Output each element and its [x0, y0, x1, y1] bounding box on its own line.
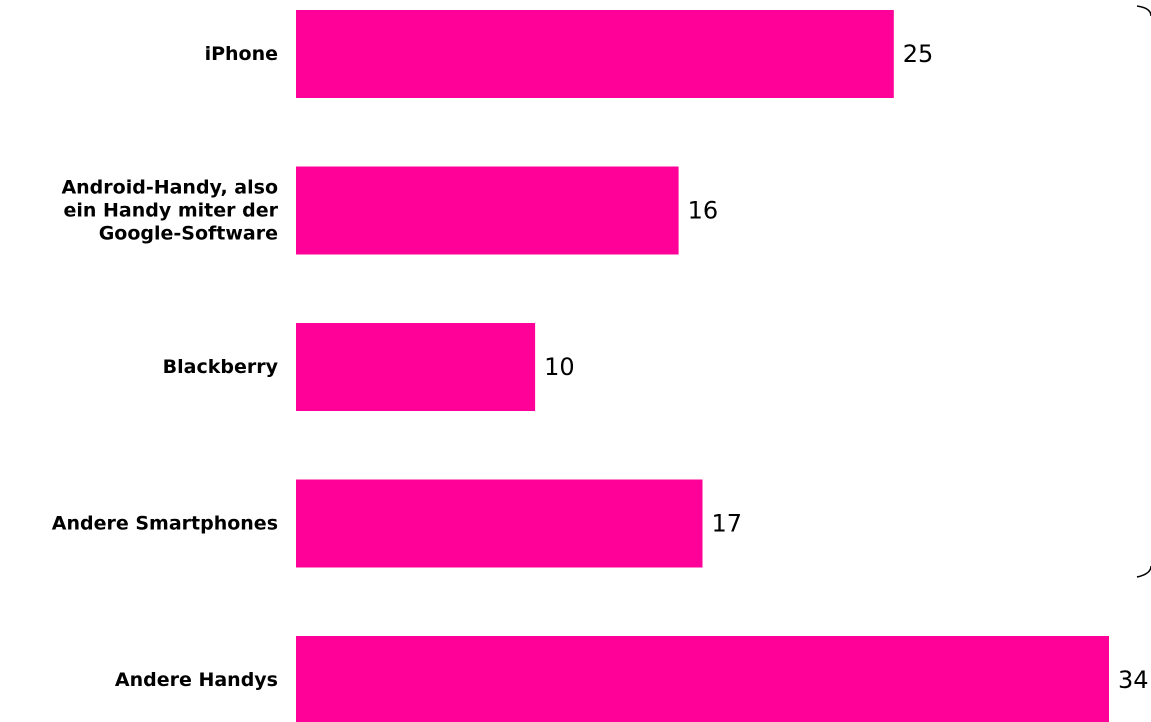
- bars-group: [296, 10, 1109, 722]
- value-label: 25: [903, 40, 934, 68]
- category-label-line: iPhone: [205, 43, 278, 65]
- group-bracket: [1136, 5, 1151, 578]
- value-labels-group: 25 16 10 17 34: [544, 40, 1148, 694]
- category-label-line: ein Handy miter der: [63, 200, 278, 222]
- value-label: 16: [688, 197, 719, 225]
- value-label: 17: [712, 510, 743, 538]
- bar: [296, 479, 703, 568]
- bar: [296, 636, 1109, 722]
- category-labels-group: iPhone Android-Handy, also ein Handy miter…: [52, 43, 279, 691]
- bar: [296, 10, 894, 98]
- category-label-line: Google-Software: [99, 223, 278, 245]
- category-label-line: Andere Handys: [115, 669, 278, 691]
- category-label: Andere Handys: [115, 669, 278, 691]
- value-label: 10: [544, 353, 575, 381]
- category-label-line: Android-Handy, also: [61, 177, 278, 199]
- category-label: Blackberry: [163, 356, 279, 378]
- category-label-line: Blackberry: [163, 356, 279, 378]
- category-label: iPhone: [205, 43, 278, 65]
- category-label-line: Andere Smartphones: [52, 513, 278, 535]
- category-label: Andere Smartphones: [52, 513, 278, 535]
- category-label: Android-Handy, also ein Handy miter der Go…: [61, 177, 278, 245]
- bar: [296, 323, 536, 411]
- bar: [296, 166, 679, 255]
- value-label: 34: [1118, 666, 1149, 694]
